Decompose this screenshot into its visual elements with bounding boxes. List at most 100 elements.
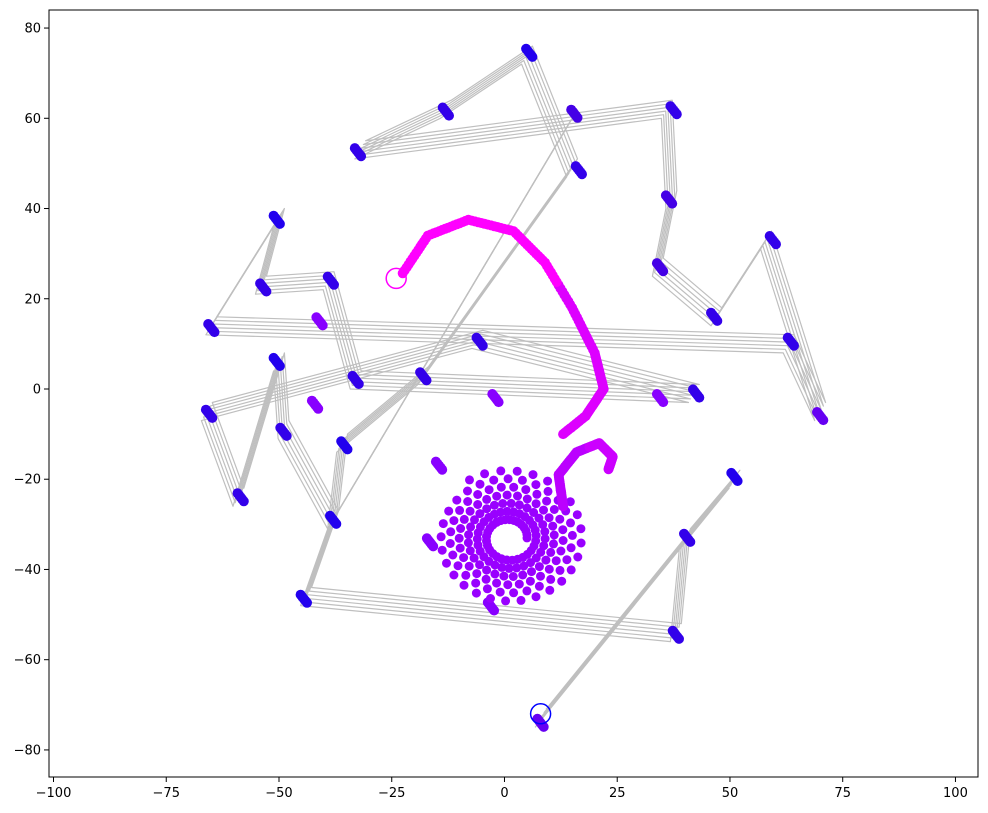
spiral-point (475, 509, 485, 519)
spiral-point (456, 524, 466, 533)
spiral-point (490, 569, 500, 579)
spiral-point (475, 479, 485, 489)
spiral-point (532, 489, 542, 499)
spiral-point (470, 515, 479, 525)
spiral-point (437, 545, 447, 555)
spiral-point (465, 475, 474, 485)
spiral-point (521, 485, 531, 495)
spiral-point (453, 561, 463, 571)
y-tick-label: −20 (14, 473, 41, 488)
spiral-point (518, 570, 528, 580)
data-point (732, 476, 743, 486)
spiral-point (512, 466, 522, 476)
spiral-point (463, 486, 472, 496)
spiral-point (501, 596, 511, 606)
spiral-point (531, 499, 541, 509)
y-tick-label: 60 (24, 112, 41, 127)
y-tick-label: 40 (24, 202, 41, 217)
trajectory-line (209, 49, 824, 714)
data-point (771, 239, 781, 250)
data-point (207, 412, 218, 423)
data-point (658, 397, 669, 408)
spiral-point (522, 494, 532, 504)
y-axis: −80 −60 −40 −20 0 20 40 60 80 (14, 22, 49, 758)
data-point (489, 605, 500, 616)
data-point (281, 430, 292, 441)
spiral-point (534, 513, 544, 523)
spiral-point (544, 564, 554, 574)
spiral-point (529, 508, 539, 517)
data-point (694, 392, 705, 403)
spiral-point (536, 571, 545, 581)
spiral-point (509, 588, 519, 598)
data-point (302, 597, 312, 608)
spiral-point (546, 574, 556, 584)
spiral-point (543, 486, 553, 496)
spiral-point (539, 541, 549, 551)
data-point (261, 286, 272, 297)
y-tick-label: −80 (14, 743, 41, 758)
spiral-point (465, 546, 475, 556)
spiral-point (504, 563, 514, 573)
x-tick-label: −50 (265, 786, 292, 801)
spiral-point (534, 562, 544, 572)
data-point (329, 279, 339, 290)
spiral-point (492, 578, 502, 588)
y-tick-label: −40 (14, 563, 41, 578)
spiral-point (540, 534, 550, 544)
spiral-point (442, 558, 451, 568)
spiral-point (481, 574, 491, 584)
spiral-point (576, 524, 586, 534)
spiral-point (448, 550, 458, 560)
spiral-point (549, 505, 559, 514)
spiral-point (461, 570, 471, 580)
spiral-point (541, 555, 551, 565)
spiral-point (548, 521, 558, 531)
trajectory-points (200, 43, 829, 732)
spiral-point (531, 480, 541, 490)
spiral-point (509, 482, 519, 492)
data-point (428, 541, 439, 552)
spiral-point (525, 576, 535, 586)
spiral-point (542, 496, 552, 506)
spiral-point (572, 510, 582, 520)
spiral-point (463, 538, 473, 548)
end-marker (385, 267, 407, 290)
spiral-point (576, 538, 586, 548)
spiral-point (492, 491, 502, 501)
data-point (671, 109, 682, 120)
spiral-point (551, 556, 561, 566)
spiral-point (508, 572, 518, 581)
spiral-point (512, 563, 522, 573)
marker-layer (385, 267, 552, 725)
spiral-point (545, 585, 555, 595)
data-point (421, 375, 432, 386)
spiral-point (522, 503, 532, 513)
spiral-point (514, 500, 524, 510)
spiral-point (459, 580, 469, 590)
spiral-point (555, 565, 565, 575)
data-point (667, 198, 678, 209)
data-point (658, 266, 669, 277)
x-tick-label: 75 (834, 786, 851, 801)
trajectory-line (200, 63, 816, 728)
spiral-point (445, 539, 455, 548)
spiral-point (489, 500, 499, 510)
plot-frame (48, 9, 979, 778)
data-point (444, 110, 454, 121)
spiral-point (463, 497, 473, 506)
data-point (274, 218, 285, 229)
spiral-point (464, 561, 474, 571)
spiral-point (454, 533, 464, 543)
spiral-point (549, 539, 558, 549)
spiral-point (455, 505, 465, 515)
spiral-point (489, 475, 499, 485)
x-tick-label: 25 (609, 786, 626, 801)
data-point (789, 340, 799, 351)
data-point (317, 320, 328, 331)
trajectory-line (207, 52, 822, 717)
spiral-point (555, 514, 565, 524)
spiral-point (503, 474, 513, 484)
y-tick-label: 0 (33, 382, 41, 397)
